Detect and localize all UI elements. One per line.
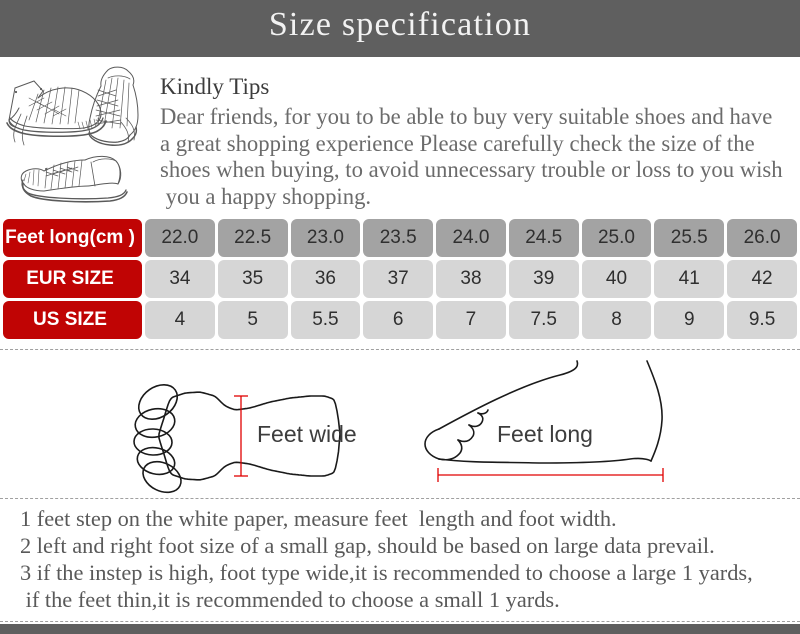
svg-text:Feet long: Feet long	[497, 421, 593, 447]
svg-text:Feet wide: Feet wide	[257, 421, 357, 447]
